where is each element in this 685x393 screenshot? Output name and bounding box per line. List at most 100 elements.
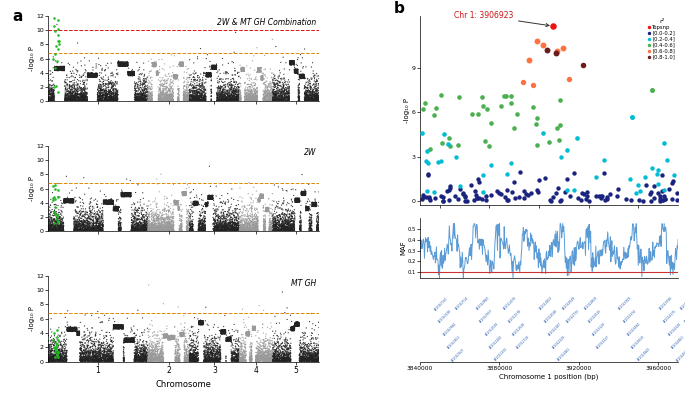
Point xyxy=(188,97,199,103)
Point xyxy=(77,86,88,92)
Point xyxy=(186,350,197,356)
Point xyxy=(289,327,300,333)
Point xyxy=(204,358,215,364)
Point xyxy=(197,318,208,325)
Point xyxy=(184,223,195,230)
Point xyxy=(258,195,269,201)
Point xyxy=(247,83,258,89)
Point xyxy=(148,61,159,67)
Point xyxy=(71,327,82,333)
Point xyxy=(280,217,291,224)
Point xyxy=(282,228,292,234)
Point xyxy=(107,357,118,363)
Point xyxy=(103,89,114,95)
Point xyxy=(202,202,213,208)
Point xyxy=(221,222,232,228)
Point xyxy=(99,87,110,94)
Point xyxy=(278,81,289,87)
Point xyxy=(258,195,269,201)
Point xyxy=(183,358,194,365)
Point xyxy=(116,59,127,66)
Point xyxy=(159,226,170,233)
Point xyxy=(177,60,188,66)
Point xyxy=(128,338,139,344)
Point xyxy=(284,61,295,67)
Point xyxy=(90,73,101,80)
Point xyxy=(245,96,256,103)
Point xyxy=(129,97,140,104)
Point xyxy=(49,66,60,73)
Point xyxy=(192,199,203,206)
Point xyxy=(84,216,95,222)
Point xyxy=(306,203,317,209)
Point xyxy=(124,72,135,78)
Point xyxy=(249,213,260,219)
Point xyxy=(110,323,121,329)
Point xyxy=(276,345,287,352)
Point xyxy=(162,95,173,101)
Point xyxy=(301,95,312,101)
Point xyxy=(156,95,167,101)
Point xyxy=(140,351,151,357)
Point xyxy=(193,226,204,232)
Point xyxy=(123,71,134,77)
Point xyxy=(97,217,108,224)
Point xyxy=(210,357,221,363)
Point xyxy=(272,84,283,91)
Point xyxy=(308,357,319,363)
Point xyxy=(209,224,220,230)
Point xyxy=(75,95,86,101)
Point xyxy=(290,322,301,328)
Point xyxy=(253,196,264,203)
Point xyxy=(212,349,223,355)
Point xyxy=(242,90,253,97)
Point xyxy=(205,195,216,201)
Point xyxy=(256,354,267,361)
Point xyxy=(275,330,286,336)
Point xyxy=(67,96,78,102)
Point xyxy=(245,343,256,349)
Point xyxy=(164,220,175,226)
Point xyxy=(299,75,310,81)
Point xyxy=(266,90,277,96)
Point xyxy=(266,358,277,364)
Point xyxy=(111,98,122,104)
Point xyxy=(270,351,281,357)
Point xyxy=(142,350,153,356)
Point xyxy=(195,83,206,89)
Point xyxy=(113,205,124,211)
Point xyxy=(288,324,299,330)
Point xyxy=(142,354,153,361)
Point xyxy=(131,208,142,214)
Point xyxy=(229,88,240,95)
Point xyxy=(177,189,188,196)
Point xyxy=(211,62,222,68)
Point xyxy=(186,217,197,223)
Point xyxy=(60,197,71,204)
Point xyxy=(225,336,236,342)
Point xyxy=(77,87,88,94)
Point xyxy=(228,226,239,233)
Point xyxy=(191,89,202,95)
Point xyxy=(61,97,72,103)
Point xyxy=(268,92,279,98)
Point xyxy=(125,337,136,343)
Point xyxy=(43,228,54,234)
Point xyxy=(123,338,134,345)
Point xyxy=(229,355,240,361)
Point xyxy=(190,84,201,91)
Point xyxy=(232,353,242,359)
Point xyxy=(287,324,298,330)
Point xyxy=(44,88,55,94)
Point xyxy=(660,196,671,202)
Point xyxy=(149,211,160,217)
Point xyxy=(151,355,162,361)
Point xyxy=(124,336,135,342)
Point xyxy=(295,226,306,232)
Point xyxy=(297,344,308,351)
Point xyxy=(49,98,60,105)
Point xyxy=(174,212,185,218)
Point xyxy=(126,68,137,75)
Point xyxy=(136,228,147,234)
Point xyxy=(79,220,90,226)
